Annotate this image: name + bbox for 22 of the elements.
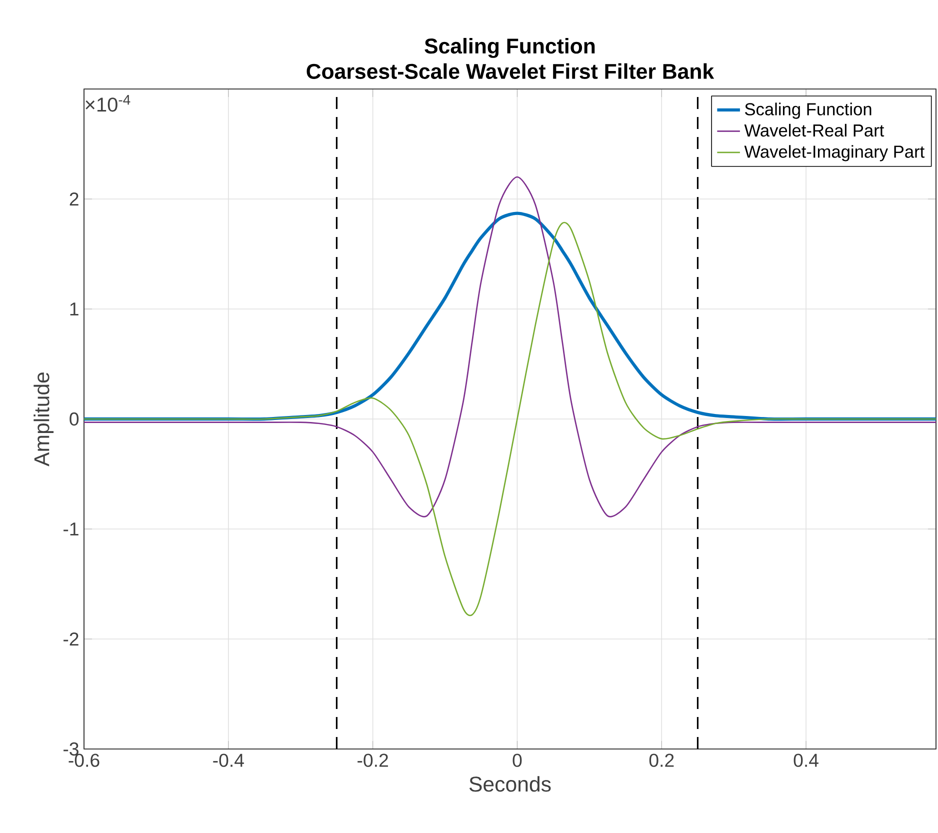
- x-tick-label: -0.4: [213, 754, 244, 767]
- y-tick-label: -3: [64, 742, 78, 756]
- y-tick-label: 2: [70, 192, 78, 206]
- legend-label: Scaling Function: [745, 102, 872, 119]
- y-axis-title: Amplitude: [34, 372, 54, 466]
- legend-label: Wavelet-Imaginary Part: [744, 145, 924, 162]
- x-tick-label: 0.4: [794, 754, 818, 767]
- x-axis-title: Seconds: [469, 776, 551, 792]
- x-tick-label: -0.2: [358, 754, 388, 767]
- y-tick-label: -1: [64, 522, 78, 536]
- chart-title: Scaling Function: [424, 38, 595, 58]
- annotation: ×10$^{-4}$: [86, 94, 130, 112]
- line-series: [84, 222, 936, 616]
- x-tick-label: 0.2: [649, 754, 674, 767]
- y-tick-label: 1: [70, 302, 78, 316]
- x-tick-label: 0: [512, 754, 522, 767]
- line-series: [84, 176, 936, 517]
- chart-subtitle: Coarsest-Scale Wavelet First Filter Bank: [306, 63, 714, 79]
- y-tick-label: 0: [70, 412, 79, 426]
- legend-label: Wavelet-Real Part: [744, 124, 884, 137]
- x-tick-label: -0.6: [68, 754, 100, 767]
- y-tick-label: -2: [64, 632, 78, 646]
